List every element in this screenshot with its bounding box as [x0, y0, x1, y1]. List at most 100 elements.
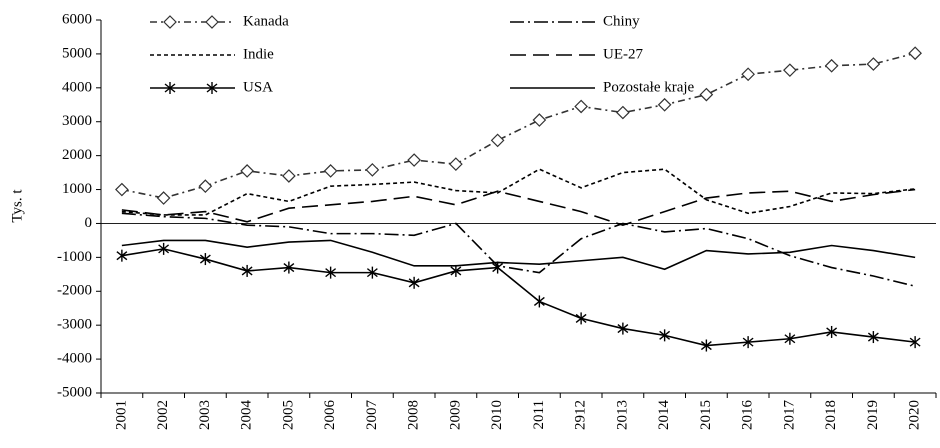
legend-label: Chiny — [603, 13, 640, 29]
marker — [659, 329, 671, 342]
series-line — [121, 168, 916, 216]
marker — [490, 133, 505, 148]
marker — [283, 261, 295, 274]
marker — [824, 58, 839, 73]
x-tick-label: 2014 — [656, 400, 672, 431]
x-tick-label: 2009 — [447, 400, 463, 430]
x-tick-label: 2002 — [155, 400, 171, 430]
marker — [408, 276, 420, 289]
x-tick-label: 2019 — [865, 400, 881, 430]
x-tick-label: 2005 — [280, 400, 296, 430]
legend-label: Pozostałe kraje — [603, 79, 695, 95]
marker-stroke — [659, 330, 671, 340]
marker — [866, 57, 881, 71]
marker — [116, 249, 128, 262]
y-tick-label: -2000 — [57, 283, 92, 299]
series-line — [121, 239, 916, 271]
marker — [158, 242, 170, 255]
marker — [657, 97, 672, 112]
y-tick-label: -3000 — [57, 317, 92, 333]
marker — [164, 82, 176, 94]
y-tick-label: -4000 — [57, 351, 92, 367]
marker — [366, 266, 378, 279]
marker — [198, 179, 213, 194]
marker — [365, 163, 380, 177]
marker — [241, 264, 253, 277]
marker-stroke — [700, 340, 712, 351]
marker — [282, 169, 296, 183]
marker — [407, 153, 421, 167]
y-axis-label: Tys. t — [9, 189, 25, 223]
x-tick-label: 2017 — [781, 400, 797, 431]
x-tick-label: 2003 — [197, 400, 213, 430]
legend-label: UE-27 — [603, 46, 643, 62]
marker — [532, 113, 547, 127]
marker — [325, 266, 337, 279]
x-tick-label: 2015 — [698, 400, 714, 430]
x-tick-label: 2010 — [489, 400, 505, 430]
y-tick-label: -1000 — [57, 249, 92, 265]
marker-stroke — [742, 337, 754, 347]
marker — [909, 336, 921, 349]
marker-stroke — [199, 254, 211, 264]
marker — [156, 191, 171, 205]
marker — [449, 157, 463, 171]
x-tick-label: 2008 — [406, 400, 422, 430]
x-tick-label: 2016 — [740, 400, 756, 431]
y-tick-label: 1000 — [62, 181, 92, 197]
marker-stroke — [492, 262, 504, 273]
marker-stroke — [533, 296, 545, 306]
series-line — [121, 188, 916, 226]
y-tick-label: 0 — [85, 215, 93, 231]
legend-label: USA — [243, 79, 273, 95]
y-tick-label: 3000 — [62, 113, 92, 129]
y-tick-label: 2000 — [62, 147, 92, 163]
x-tick-label: 2004 — [239, 400, 255, 431]
marker-stroke — [575, 313, 587, 323]
legend-label: Kanada — [243, 13, 289, 29]
x-tick-label: 2001 — [113, 400, 129, 430]
marker — [323, 164, 338, 178]
marker-stroke — [366, 268, 378, 278]
marker — [575, 312, 587, 325]
marker-stroke — [283, 262, 295, 273]
y-tick-label: 4000 — [62, 79, 92, 95]
marker — [240, 164, 254, 178]
marker — [450, 264, 462, 277]
marker-stroke — [867, 332, 879, 342]
marker — [115, 182, 129, 197]
marker — [699, 87, 714, 102]
y-tick-label: 6000 — [62, 11, 92, 27]
marker — [741, 67, 755, 82]
x-tick-label: 2007 — [364, 400, 380, 431]
marker — [783, 63, 797, 78]
marker — [908, 46, 922, 61]
x-tick-label: 2912 — [573, 400, 589, 430]
marker-stroke — [784, 334, 796, 344]
series-line — [121, 52, 916, 199]
y-tick-label: 5000 — [62, 45, 92, 61]
marker-stroke — [241, 266, 253, 276]
marker — [492, 261, 504, 274]
x-tick-label: 2011 — [531, 400, 547, 429]
marker — [574, 99, 588, 114]
marker — [826, 325, 838, 338]
legend-label: Indie — [243, 46, 274, 62]
marker — [616, 105, 630, 120]
x-tick-label: 2020 — [907, 400, 923, 430]
marker-stroke — [450, 266, 462, 276]
marker-stroke — [164, 83, 176, 93]
y-tick-label: -5000 — [57, 384, 92, 400]
marker — [867, 331, 879, 344]
marker-stroke — [158, 244, 170, 254]
marker-stroke — [206, 83, 218, 93]
marker — [163, 15, 177, 29]
marker — [784, 332, 796, 345]
marker — [206, 82, 218, 94]
x-tick-label: 2013 — [614, 400, 630, 430]
marker — [742, 336, 754, 349]
marker-stroke — [617, 324, 629, 334]
marker-stroke — [116, 251, 128, 261]
